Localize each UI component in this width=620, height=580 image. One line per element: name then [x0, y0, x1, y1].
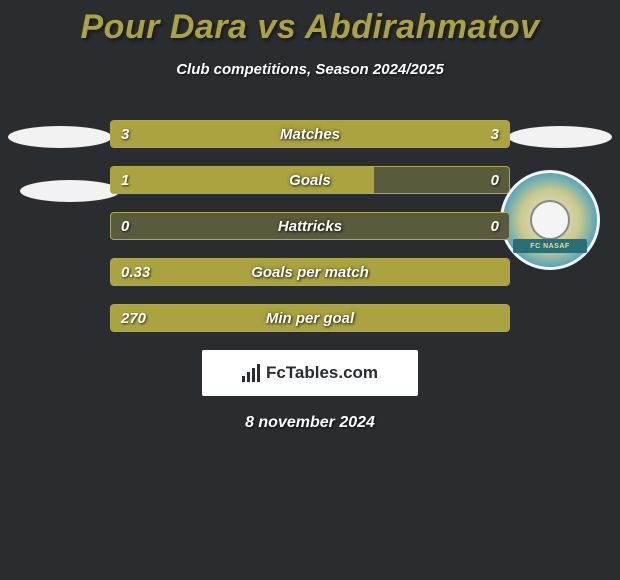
stat-label: Matches [111, 121, 509, 147]
bar-chart-icon [242, 364, 260, 382]
brand-text: FcTables.com [266, 363, 378, 383]
left-team-blob-2 [20, 180, 120, 202]
stat-row-matches: 3 Matches 3 [110, 120, 510, 148]
stat-right-value: 3 [491, 121, 499, 147]
badge-ribbon: FC NASAF [513, 239, 587, 253]
brand-box: FcTables.com [202, 350, 418, 396]
right-team-badge: FC NASAF [500, 170, 600, 270]
stat-row-hattricks: 0 Hattricks 0 [110, 212, 510, 240]
stat-label: Goals [111, 167, 509, 193]
stat-label: Goals per match [111, 259, 509, 285]
footer-date: 8 november 2024 [0, 414, 620, 432]
stat-right-value: 0 [491, 167, 499, 193]
right-team-blob-1 [508, 126, 612, 148]
stat-right-value: 0 [491, 213, 499, 239]
left-team-blob-1 [8, 126, 112, 148]
stat-row-goals: 1 Goals 0 [110, 166, 510, 194]
ball-icon [530, 200, 570, 240]
page-title: Pour Dara vs Abdirahmatov [0, 0, 620, 47]
page-subtitle: Club competitions, Season 2024/2025 [0, 61, 620, 78]
stat-row-mpg: 270 Min per goal [110, 304, 510, 332]
stat-label: Hattricks [111, 213, 509, 239]
stat-row-gpm: 0.33 Goals per match [110, 258, 510, 286]
stat-label: Min per goal [111, 305, 509, 331]
